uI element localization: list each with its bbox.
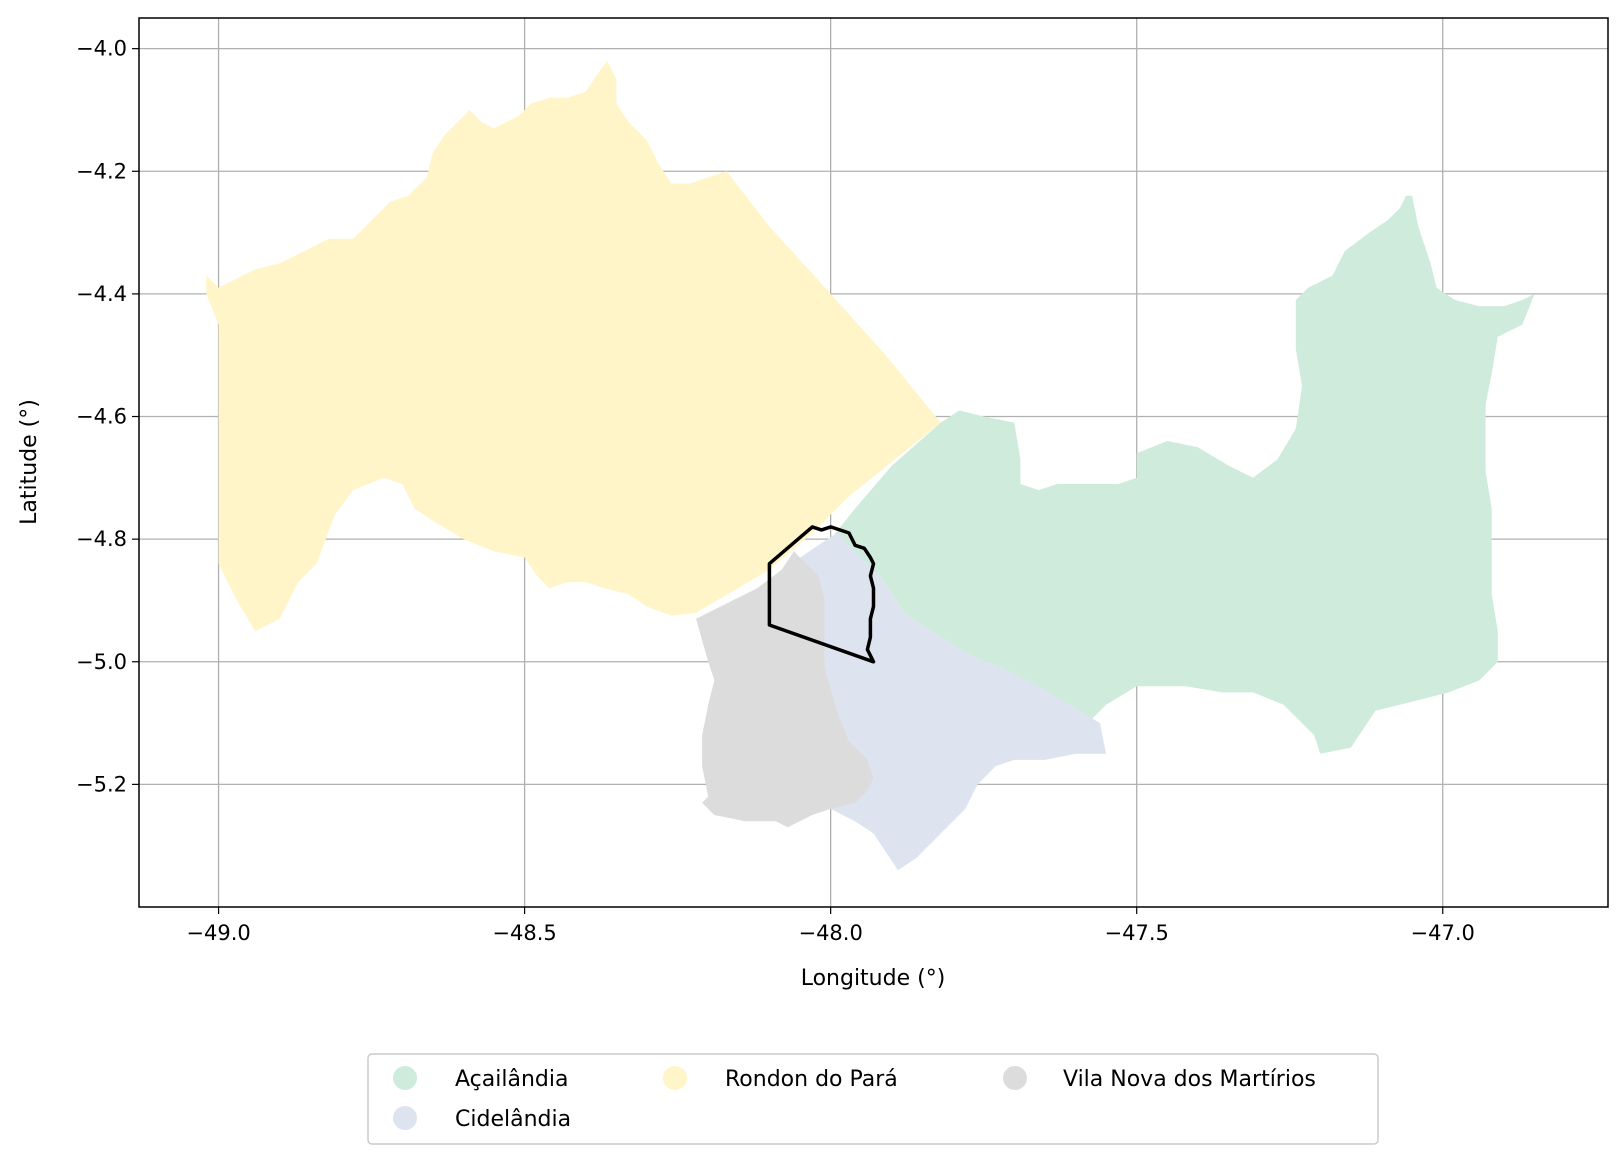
axes-frame: [138, 17, 1609, 908]
x-tick-label: −49.0: [186, 921, 250, 945]
legend-box: [367, 1053, 1379, 1145]
y-axis-label: Latitude (°): [17, 399, 42, 525]
legend-marker: [393, 1066, 417, 1090]
x-tick-label: −48.0: [798, 921, 862, 945]
region-rondon-do-para: [206, 60, 941, 632]
legend-marker: [393, 1106, 417, 1130]
legend-marker: [1003, 1066, 1027, 1090]
legend-item-cidelandia: Cidelândia: [393, 1106, 571, 1132]
x-tick-label: −47.5: [1105, 921, 1169, 945]
y-tick-label: −5.2: [76, 772, 127, 796]
legend-item-acailandia: Açailândia: [393, 1066, 568, 1092]
y-tick-label: −4.4: [76, 282, 127, 306]
y-tick-label: −4.2: [76, 159, 127, 183]
y-tick-label: −4.0: [76, 37, 127, 61]
legend: Açailândia Cidelândia Rondon do Pará Vil…: [367, 1053, 1379, 1145]
legend-label: Cidelândia: [455, 1107, 571, 1132]
legend-item-vila-nova-dos-martirios: Vila Nova dos Martírios: [1003, 1066, 1316, 1092]
y-tick-label: −4.6: [76, 405, 127, 429]
highlight-outline: [767, 525, 876, 664]
legend-label: Açailândia: [455, 1067, 568, 1092]
y-tick-label: −4.8: [76, 527, 127, 551]
x-tick-label: −47.0: [1411, 921, 1475, 945]
region-vila-nova-dos-martirios: [696, 551, 874, 828]
legend-label: Vila Nova dos Martírios: [1063, 1067, 1316, 1092]
x-tick-label: −48.5: [492, 921, 556, 945]
highlight-outline-layer: [767, 525, 876, 664]
municipality-regions: [206, 60, 1535, 871]
legend-label: Rondon do Pará: [725, 1067, 898, 1092]
axis-ticks: −49.0 −48.5 −48.0 −47.5 −47.0 −4.0 −4.2 −4.4 −4.…: [76, 37, 1475, 945]
y-tick-label: −5.0: [76, 650, 127, 674]
legend-item-rondon-do-para: Rondon do Pará: [663, 1066, 898, 1092]
x-axis-label: Longitude (°): [801, 966, 946, 991]
legend-marker: [663, 1066, 687, 1090]
region-acailandia: [830, 195, 1535, 754]
